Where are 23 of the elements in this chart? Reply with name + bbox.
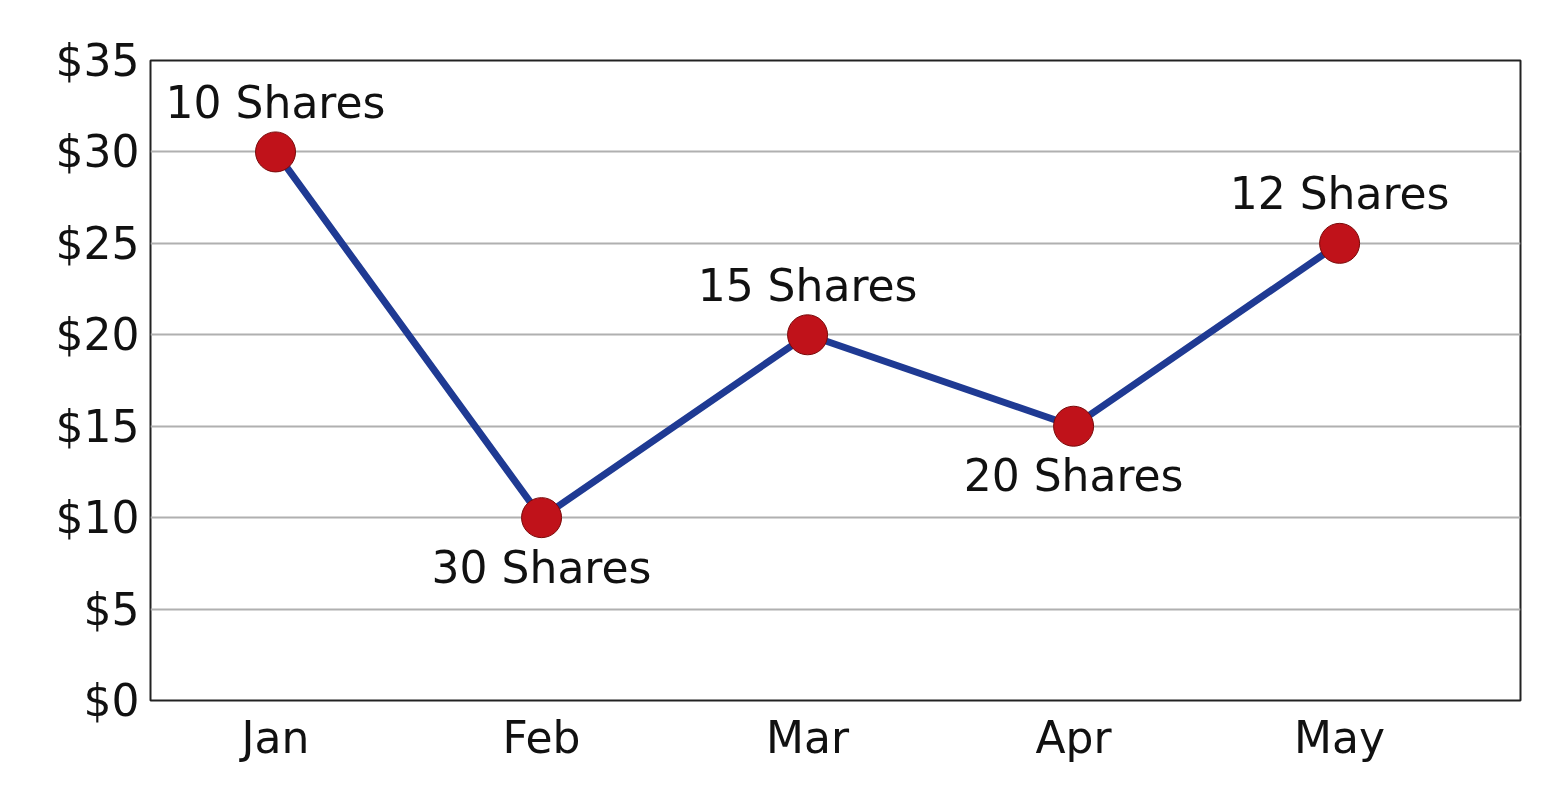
x-tick-label: Jan	[238, 711, 310, 763]
point	[1053, 405, 1095, 447]
x-tick-label: Apr	[1035, 711, 1113, 763]
x-tick-label: Mar	[766, 711, 850, 763]
annotation: 10 Shares	[165, 76, 386, 128]
y-tick-label: $20	[55, 309, 140, 361]
y-tick-label: $35	[55, 35, 140, 86]
x-tick-label: Feb	[502, 711, 581, 763]
y-tick-label: $30	[55, 126, 140, 178]
y-tick-label: $10	[55, 492, 140, 544]
point	[255, 131, 297, 173]
y-tick-label: $15	[55, 400, 140, 452]
point	[1319, 222, 1361, 264]
y-tick-label: $5	[83, 583, 140, 635]
point	[787, 314, 829, 356]
annotation: 30 Shares	[431, 541, 652, 593]
point	[521, 497, 563, 539]
y-tick-label: $25	[55, 217, 140, 269]
annotation: 12 Shares	[1229, 168, 1450, 220]
annotation: 15 Shares	[697, 259, 918, 311]
y-tick-label: $0	[83, 675, 140, 726]
x-tick-label: May	[1294, 711, 1386, 763]
annotation: 20 Shares	[963, 450, 1184, 502]
